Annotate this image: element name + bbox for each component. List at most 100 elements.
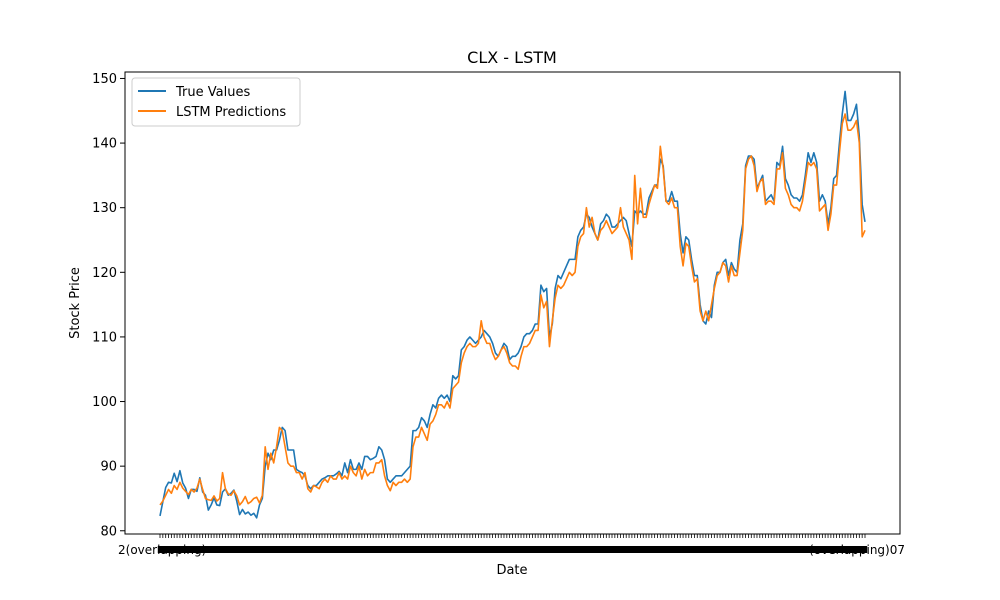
x-tick-label <box>439 546 444 553</box>
x-tick-label <box>314 546 319 553</box>
x-tick-label <box>504 546 510 553</box>
x-tick-label-first: 2(overlapping) <box>118 543 206 557</box>
x-tick-label <box>834 546 839 553</box>
x-tick-label <box>771 546 777 553</box>
x-tick-label <box>714 546 720 553</box>
x-tick-label-last: (overlapping)07 <box>809 543 905 557</box>
x-tick-label <box>766 546 771 553</box>
x-tick-label <box>706 546 711 553</box>
x-tick-label <box>194 546 200 553</box>
x-tick-label <box>368 546 373 553</box>
x-tick-label <box>734 546 740 553</box>
x-tick-label <box>729 546 734 553</box>
x-tick-label <box>686 546 691 553</box>
x-tick-label <box>334 546 339 553</box>
x-tick-label <box>362 546 367 553</box>
x-tick-label <box>814 546 819 553</box>
x-tick-label <box>271 546 276 553</box>
x-tick-label <box>564 546 569 553</box>
x-tick-label <box>612 546 618 553</box>
x-tick-label <box>831 546 836 553</box>
x-tick-label <box>245 546 251 553</box>
x-tick-label <box>393 546 399 553</box>
x-tick-label <box>652 546 657 553</box>
x-tick-label <box>697 546 703 553</box>
x-tick-label <box>754 546 760 553</box>
x-tick-label <box>720 546 726 553</box>
x-tick-label <box>274 546 279 553</box>
x-tick-label <box>473 546 478 553</box>
x-tick-label <box>550 546 555 553</box>
x-tick-label <box>496 546 501 553</box>
x-tick-label <box>800 546 805 553</box>
x-tick-label <box>615 546 620 553</box>
x-tick-label <box>248 546 254 553</box>
x-tick-label <box>626 546 632 553</box>
x-tick-label <box>820 546 825 553</box>
x-tick-label <box>294 546 299 553</box>
x-tick-label <box>328 546 333 553</box>
x-tick-label <box>840 546 845 553</box>
x-tick-label <box>257 546 262 553</box>
x-tick-label <box>348 546 353 553</box>
y-tick-label: 80 <box>100 524 117 539</box>
legend-label-lstm-predictions: LSTM Predictions <box>176 105 286 120</box>
x-tick-label <box>305 546 311 553</box>
x-tick-label <box>515 546 521 553</box>
x-tick-label <box>783 546 788 553</box>
x-tick-label <box>732 546 737 553</box>
x-tick-label <box>581 546 586 553</box>
x-tick-label <box>217 546 222 553</box>
x-tick-label <box>365 546 370 553</box>
x-tick-label <box>226 546 231 553</box>
x-tick-label <box>169 546 174 553</box>
x-tick-label <box>709 546 714 553</box>
y-axis-label: Stock Price <box>68 267 83 339</box>
x-tick-label <box>237 546 242 553</box>
x-tick-label <box>345 546 350 553</box>
x-tick-label <box>521 546 527 553</box>
x-tick-label <box>845 546 851 553</box>
y-tick-label: 150 <box>92 72 117 87</box>
x-tick-label <box>501 546 507 553</box>
x-tick-label <box>823 546 828 553</box>
x-tick-label <box>859 546 865 553</box>
x-tick-label <box>854 546 859 553</box>
x-tick-label <box>606 546 612 553</box>
x-tick-label <box>700 546 706 553</box>
x-tick-label <box>777 546 782 553</box>
x-tick-label <box>359 546 365 553</box>
x-tick-label <box>675 546 680 553</box>
x-tick-label <box>663 546 669 553</box>
x-tick-label <box>413 546 419 553</box>
x-tick-label <box>555 546 561 553</box>
x-tick-label <box>208 546 214 553</box>
plot-background <box>125 72 900 534</box>
x-tick-label <box>533 546 538 553</box>
x-tick-label <box>828 546 834 553</box>
x-tick-label <box>160 546 166 553</box>
x-tick-label <box>308 546 313 553</box>
x-tick-label <box>407 546 413 553</box>
x-tick-label <box>703 546 709 553</box>
x-tick-label <box>203 546 208 553</box>
x-tick-label <box>646 546 652 553</box>
x-tick-label <box>695 546 700 553</box>
x-tick-label <box>498 546 504 553</box>
x-tick-label <box>817 546 822 553</box>
x-tick-label <box>678 546 683 553</box>
x-tick-label <box>763 546 768 553</box>
x-tick-label <box>311 546 316 553</box>
x-tick-label <box>430 546 436 553</box>
x-tick-label <box>183 546 188 553</box>
x-tick-label <box>211 546 217 553</box>
x-tick-label <box>638 546 643 553</box>
x-tick-label <box>342 546 347 553</box>
x-tick-label <box>396 546 401 553</box>
x-tick-label <box>726 546 731 553</box>
x-tick-label <box>584 546 589 553</box>
x-tick-label <box>530 546 535 553</box>
x-tick-label <box>535 546 541 553</box>
x-tick-label <box>388 546 393 553</box>
